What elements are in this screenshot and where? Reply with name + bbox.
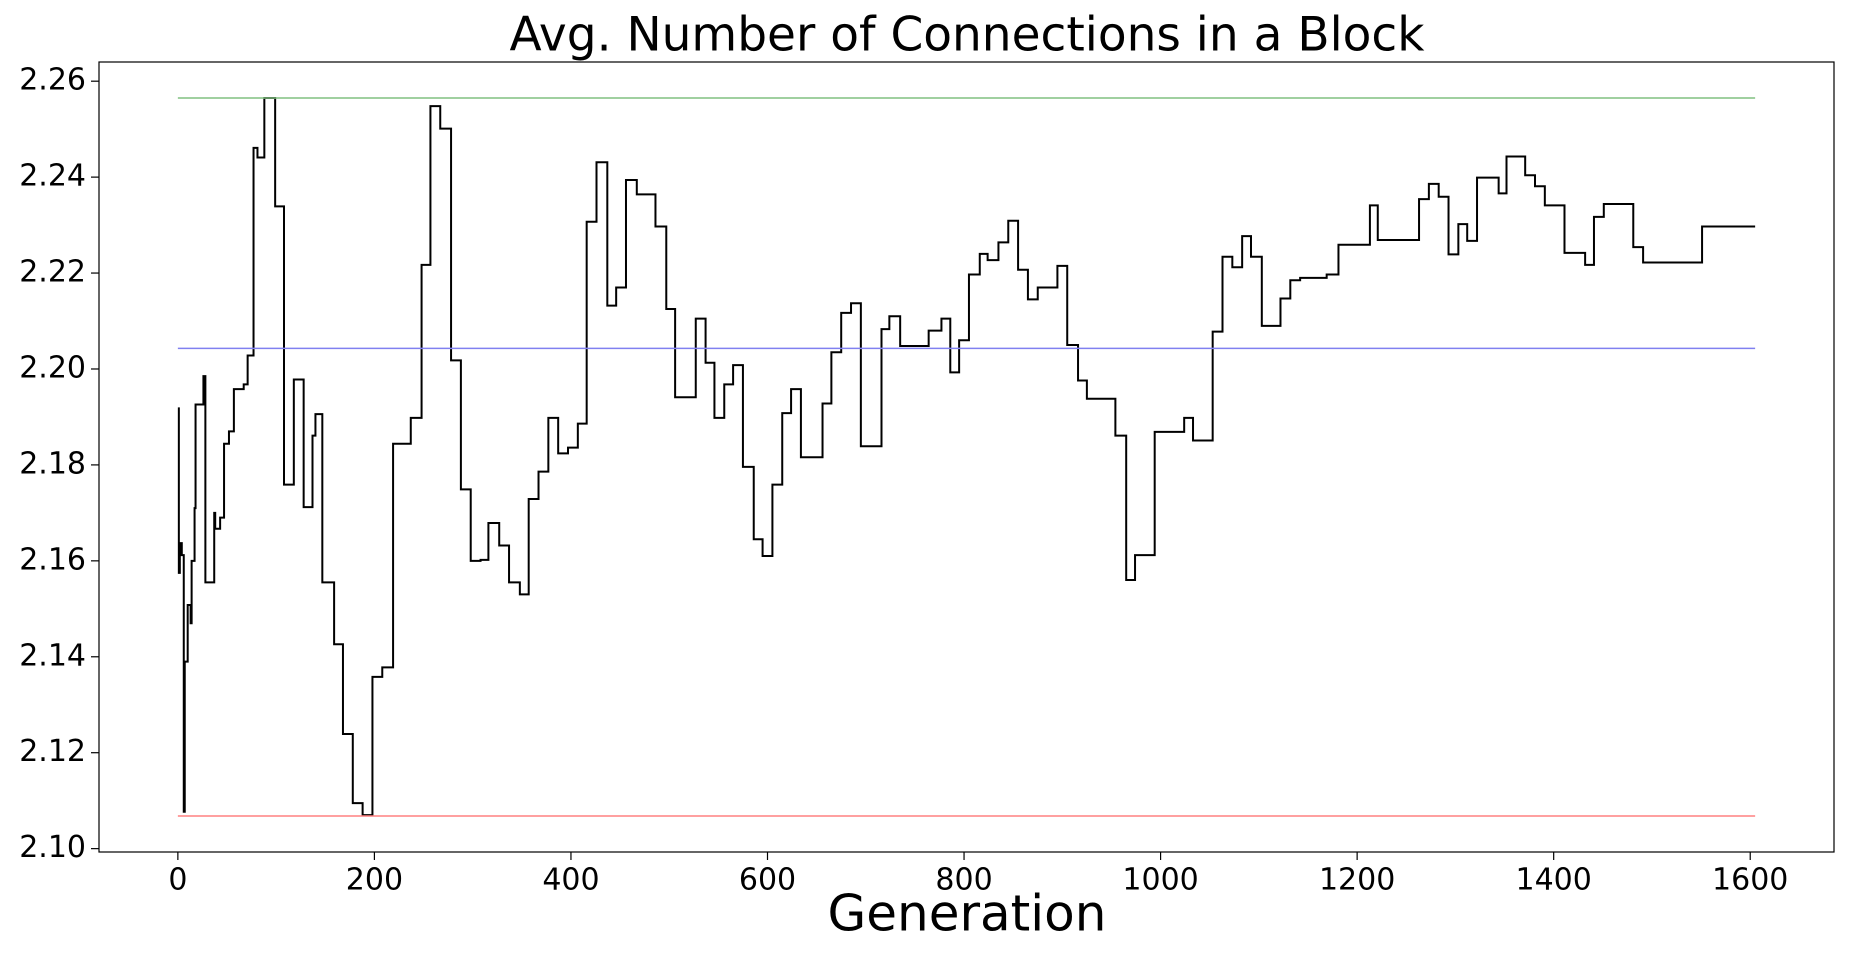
x-tick-label: 600 [739,863,796,898]
y-tick-label: 2.20 [19,350,86,385]
x-tick-label: 1600 [1712,863,1788,898]
x-tick-label: 800 [935,863,992,898]
y-tick-label: 2.26 [19,63,86,98]
x-tick-label: 1000 [1122,863,1198,898]
y-tick-label: 2.10 [19,830,86,865]
x-tick-label: 400 [542,863,599,898]
y-tick-label: 2.22 [19,255,86,290]
x-tick-label: 1200 [1319,863,1395,898]
chart-title: Avg. Number of Connections in a Block [510,8,1426,63]
x-tick-label: 1400 [1515,863,1591,898]
x-tick-label: 200 [346,863,403,898]
x-tick-label: 0 [168,863,187,898]
x-axis-label: Generation [828,885,1107,943]
y-tick-label: 2.12 [19,734,86,769]
data-line [177,96,1756,817]
y-tick-label: 2.14 [19,638,86,673]
plot-frame [98,61,1835,853]
y-tick-label: 2.16 [19,542,86,577]
y-tick-label: 2.18 [19,446,86,481]
y-tick-label: 2.24 [19,159,86,194]
